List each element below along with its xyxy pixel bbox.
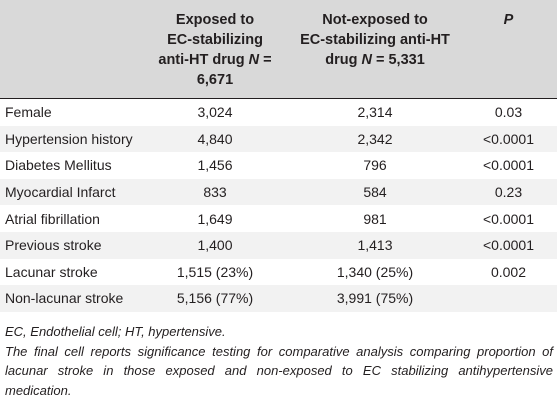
row-label: Hypertension history [5,130,133,147]
p-value: <0.0001 [483,210,534,227]
row-label: Female [5,104,52,121]
table-row: Hypertension history 4,840 2,342 <0.0001 [0,125,557,153]
table-row: Non-lacunar stroke 5,156 (77%) 3,991 (75%) [0,285,557,312]
p-value: 0.03 [494,104,523,121]
not-exposed-value: 1,340 (25%) [336,263,414,280]
table-row: Lacunar stroke 1,515 (23%) 1,340 (25%) 0.00… [0,258,557,286]
row-label: Myocardial Infarct [5,184,116,201]
p-value: <0.0001 [483,237,534,254]
row-label: Diabetes Mellitus [5,157,112,174]
not-exposed-value: 3,991 (75%) [336,290,414,307]
table-header-row: Exposed to EC-stabilizing anti-HT drug N… [0,0,557,99]
header-empty-cell [0,0,140,99]
p-value: <0.0001 [483,157,534,174]
row-label: Lacunar stroke [5,263,98,280]
header-exposed: Exposed to EC-stabilizing anti-HT drug N… [158,12,272,88]
table-row: Female 3,024 2,314 0.03 [0,98,557,126]
table-row: Previous stroke 1,400 1,413 <0.0001 [0,231,557,259]
p-value: 0.002 [490,263,527,280]
exposed-value: 1,515 (23%) [176,263,254,280]
comparison-table: Exposed to EC-stabilizing anti-HT drug N… [0,0,557,312]
exposed-value: 833 [203,184,227,201]
not-exposed-value: 584 [363,184,387,201]
not-exposed-value: 796 [363,157,387,174]
header-not-exposed: Not-exposed to EC-stabilizing anti-HT dr… [300,12,450,68]
footnote-abbreviations: EC, Endothelial cell; HT, hypertensive. [5,324,226,339]
row-label: Non-lacunar stroke [5,290,124,307]
table-row: Diabetes Mellitus 1,456 796 <0.0001 [0,152,557,179]
not-exposed-value: 1,413 [357,237,393,254]
table-row: Myocardial Infarct 833 584 0.23 [0,178,557,206]
exposed-value: 5,156 (77%) [176,290,254,307]
not-exposed-value: 2,314 [357,104,393,121]
header-p-value: P [503,12,514,28]
row-label: Atrial fibrillation [5,210,100,227]
p-value [460,285,557,312]
p-value: <0.0001 [483,130,534,147]
exposed-value: 1,649 [197,210,233,227]
exposed-value: 3,024 [197,104,233,121]
table-row: Atrial fibrillation 1,649 981 <0.0001 [0,205,557,232]
row-label: Previous stroke [5,237,102,254]
p-value: 0.23 [494,184,523,201]
not-exposed-value: 981 [363,210,387,227]
exposed-value: 1,400 [197,237,233,254]
table-body: Female 3,024 2,314 0.03 Hypertension history… [0,98,557,312]
exposed-value: 4,840 [197,130,233,147]
exposed-value: 1,456 [197,157,233,174]
table-footnote: EC, Endothelial cell; HT, hypertensive. … [5,322,553,400]
not-exposed-value: 2,342 [357,130,393,147]
footnote-significance: The final cell reports significance test… [5,343,553,398]
data-table-container: Exposed to EC-stabilizing anti-HT drug N… [0,0,557,312]
